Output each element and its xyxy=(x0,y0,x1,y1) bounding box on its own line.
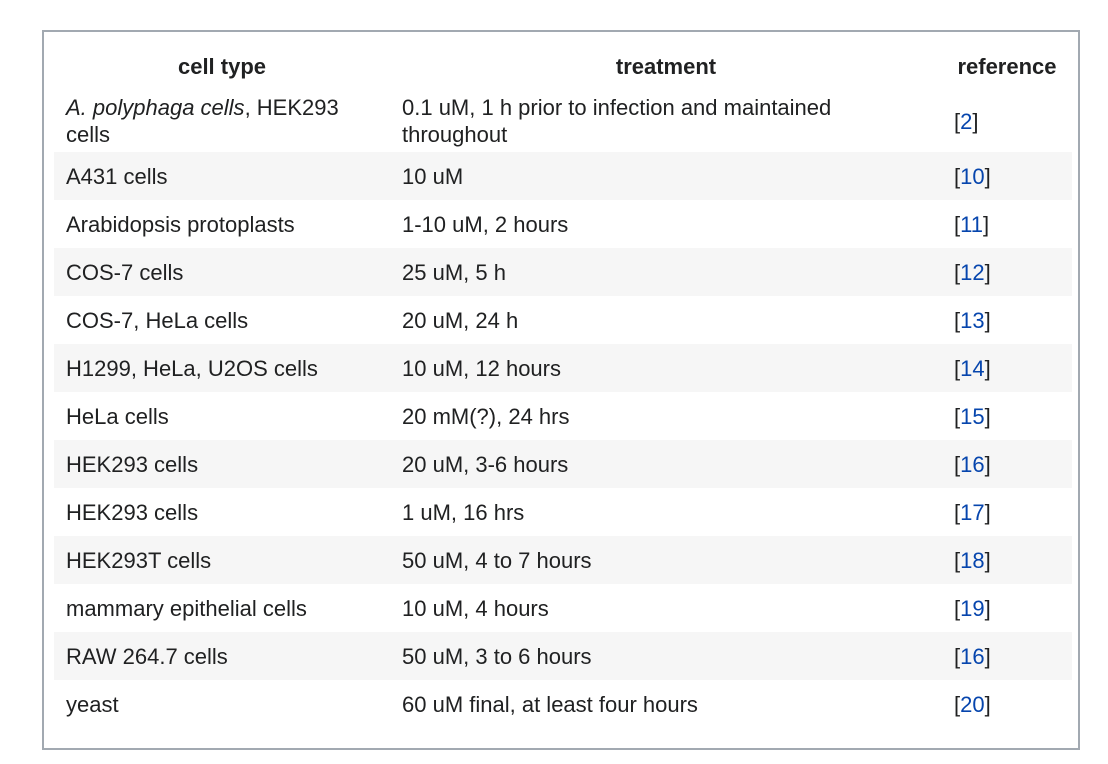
reference-link[interactable]: 2 xyxy=(960,108,973,134)
reference-link[interactable]: 12 xyxy=(960,259,985,285)
reference-cell: [13] xyxy=(954,307,991,333)
cell-type-cell: RAW 264.7 cells xyxy=(54,632,390,680)
reference-cell: [20] xyxy=(954,691,991,717)
treatment-cell: 10 uM xyxy=(390,152,942,200)
reference-cell: [16] xyxy=(942,440,1072,488)
treatment-cell: 25 uM, 5 h xyxy=(390,248,942,296)
cell-type-cell: COS-7, HeLa cells xyxy=(66,307,249,333)
cell-type-cell: A. polyphaga cells, HEK293 cells xyxy=(54,90,390,152)
table-row: Arabidopsis protoplasts 1-10 uM, 2 hours [… xyxy=(54,200,1072,248)
reference-link[interactable]: 14 xyxy=(960,355,985,381)
treatment-cell: 10 uM, 4 hours xyxy=(402,595,549,621)
reference-cell: [11] xyxy=(954,211,990,237)
cell-type-cell: yeast xyxy=(66,691,119,717)
cell-type-cell: Arabidopsis protoplasts xyxy=(66,211,295,237)
treatment-cell: 10 uM, 12 hours xyxy=(390,344,942,392)
table-row: H1299, HeLa, U2OS cells 10 uM, 12 hours [1… xyxy=(54,344,1072,392)
reference-cell: [14] xyxy=(942,344,1072,392)
reference-link[interactable]: 19 xyxy=(960,595,985,621)
reference-link[interactable]: 13 xyxy=(960,307,985,333)
reference-link[interactable]: 17 xyxy=(960,499,985,525)
treatment-cell: 60 uM final, at least four hours xyxy=(402,691,698,717)
treatment-cell: 20 mM(?), 24 hrs xyxy=(402,403,570,429)
table-row: HeLa cells 20 mM(?), 24 hrs [15] xyxy=(54,392,1072,440)
cell-type-rest: , HEK293 cells xyxy=(66,95,339,147)
table-header-row: cell type treatment reference xyxy=(54,44,1072,90)
treatment-cell: 1 uM, 16 hrs xyxy=(402,499,525,525)
species-name: A. polyphaga cells xyxy=(66,95,245,120)
cell-type-cell: mammary epithelial cells xyxy=(66,595,307,621)
cell-type-cell: H1299, HeLa, U2OS cells xyxy=(54,344,390,392)
table-row: RAW 264.7 cells 50 uM, 3 to 6 hours [16] xyxy=(54,632,1072,680)
treatment-cell: 0.1 uM, 1 h prior to infection and maint… xyxy=(402,95,832,147)
reference-cell: [18] xyxy=(942,536,1072,584)
reference-cell: [2] xyxy=(954,108,979,134)
table-row: HEK293 cells 20 uM, 3-6 hours [16] xyxy=(54,440,1072,488)
reference-link[interactable]: 18 xyxy=(960,547,985,573)
reference-link[interactable]: 16 xyxy=(960,643,985,669)
table-row: HEK293 cells 1 uM, 16 hrs [17] xyxy=(54,488,1072,536)
table-row: A431 cells 10 uM [10] xyxy=(54,152,1072,200)
header-reference: reference xyxy=(957,54,1057,79)
reference-cell: [15] xyxy=(954,403,991,429)
cell-type-cell: A431 cells xyxy=(54,152,390,200)
reference-cell: [19] xyxy=(954,595,991,621)
header-treatment: treatment xyxy=(615,54,717,79)
table-row: HEK293T cells 50 uM, 4 to 7 hours [18] xyxy=(54,536,1072,584)
table-row: COS-7 cells 25 uM, 5 h [12] xyxy=(54,248,1072,296)
reference-cell: [16] xyxy=(942,632,1072,680)
reference-link[interactable]: 16 xyxy=(960,451,985,477)
reference-link[interactable]: 11 xyxy=(960,211,983,237)
table-row: yeast 60 uM final, at least four hours [20… xyxy=(54,680,1072,728)
reference-cell: [17] xyxy=(954,499,991,525)
table-row: mammary epithelial cells 10 uM, 4 hours [1… xyxy=(54,584,1072,632)
cell-type-cell: HEK293T cells xyxy=(54,536,390,584)
treatment-table: cell type treatment reference A. polypha… xyxy=(54,44,1072,728)
header-cell-type: cell type xyxy=(177,54,267,79)
table-row: A. polyphaga cells, HEK293 cells 0.1 uM,… xyxy=(54,90,1072,152)
table-row: COS-7, HeLa cells 20 uM, 24 h [13] xyxy=(54,296,1072,344)
treatment-cell: 50 uM, 4 to 7 hours xyxy=(390,536,942,584)
reference-link[interactable]: 10 xyxy=(960,163,985,189)
cell-type-cell: HeLa cells xyxy=(66,403,169,429)
cell-type-cell: COS-7 cells xyxy=(54,248,390,296)
reference-link[interactable]: 20 xyxy=(960,691,985,717)
treatment-cell: 20 uM, 3-6 hours xyxy=(390,440,942,488)
reference-link[interactable]: 15 xyxy=(960,403,985,429)
cell-type-cell: HEK293 cells xyxy=(66,499,199,525)
treatment-cell: 50 uM, 3 to 6 hours xyxy=(390,632,942,680)
reference-cell: [10] xyxy=(942,152,1072,200)
treatment-cell: 20 uM, 24 h xyxy=(402,307,519,333)
cell-type-cell: HEK293 cells xyxy=(54,440,390,488)
treatment-table-frame: cell type treatment reference A. polypha… xyxy=(42,30,1080,750)
reference-cell: [12] xyxy=(942,248,1072,296)
treatment-cell: 1-10 uM, 2 hours xyxy=(402,211,569,237)
